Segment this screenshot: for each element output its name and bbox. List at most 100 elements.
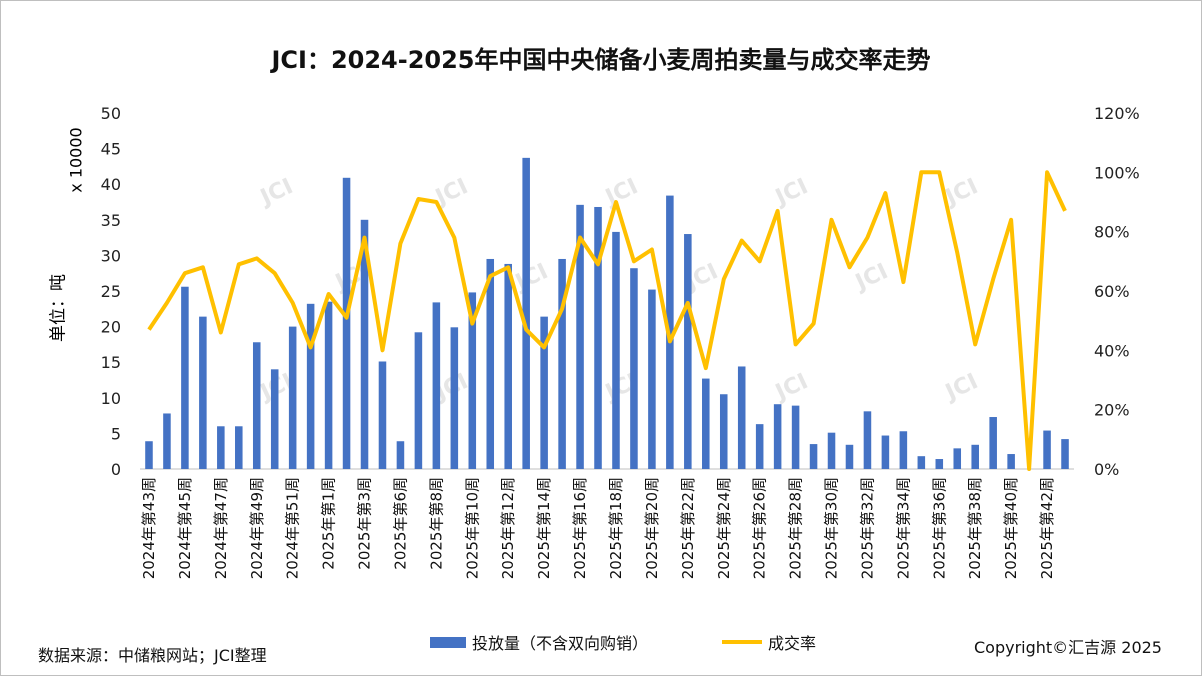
bar [845, 444, 854, 469]
bar [360, 219, 369, 469]
x-tick-label: 2025年第40周 [1002, 477, 1020, 579]
y-left-tick-label: 45 [101, 140, 121, 159]
y-right-tick-label: 100% [1094, 163, 1140, 182]
bar [288, 326, 297, 469]
bar [630, 268, 638, 469]
x-tick-label: 2024年第49周 [248, 477, 266, 579]
bar [773, 404, 782, 469]
bar [899, 431, 908, 469]
bar [1043, 430, 1051, 469]
bar [702, 378, 710, 469]
bar [199, 316, 207, 469]
bar [235, 426, 243, 469]
bar [522, 157, 530, 469]
x-tick-label: 2025年第18周 [607, 477, 625, 579]
y-left-tick-label: 50 [101, 104, 121, 123]
legend-item-bars: 投放量（不含双向购销） [430, 630, 648, 654]
y-right-tick-label: 120% [1094, 104, 1140, 123]
bar [432, 302, 441, 469]
bar [181, 286, 189, 469]
x-tick-label: 2025年第22周 [679, 477, 697, 579]
bar [217, 426, 225, 469]
bar [306, 303, 315, 469]
y-right-tick-label: 20% [1094, 401, 1130, 420]
chart-title: JCI：2024-2025年中国中央储备小麦周拍卖量与成交率走势 [271, 46, 931, 74]
bar [612, 231, 620, 469]
bar [342, 177, 351, 470]
bar [719, 394, 728, 469]
bar [791, 405, 800, 469]
bar [684, 234, 692, 469]
x-tick-label: 2025年第20周 [643, 477, 661, 579]
bar [827, 432, 836, 469]
x-tick-label: 2025年第34周 [894, 477, 912, 579]
x-tick-label: 2025年第6周 [391, 477, 409, 570]
watermark-logo: JCI [770, 174, 812, 211]
y-right-tick-label: 0% [1094, 460, 1119, 479]
y-axis-label: 单位：吨 [48, 274, 69, 342]
bar [450, 327, 459, 469]
bar [648, 289, 656, 469]
y-left-tick-label: 15 [101, 353, 121, 372]
bar [163, 413, 171, 469]
bar [396, 441, 405, 469]
x-tick-label: 2025年第26周 [751, 477, 769, 579]
bar [863, 411, 872, 469]
watermark-logo: JCI [600, 174, 642, 211]
bar [324, 301, 333, 469]
bar [576, 204, 584, 469]
bar [378, 361, 387, 469]
x-tick-label: 2025年第12周 [499, 477, 517, 579]
bar [594, 206, 602, 469]
x-tick-label: 2025年第16周 [571, 477, 589, 579]
watermark-logo: JCI [255, 174, 297, 211]
line-series-deal-rate [147, 170, 1067, 471]
bar [558, 258, 566, 469]
bar [504, 263, 512, 469]
y-left-tick-label: 0 [111, 460, 121, 479]
x-tick-label: 2024年第43周 [140, 477, 158, 579]
source-note: 数据来源：中储粮网站；JCI整理 [38, 646, 267, 665]
x-tick-label: 2025年第28周 [787, 477, 805, 579]
bar [1061, 439, 1069, 469]
bar [1007, 454, 1015, 469]
bar [935, 459, 944, 469]
x-tick-label: 2025年第36周 [930, 477, 948, 579]
x-tick-label: 2025年第10周 [463, 477, 481, 579]
legend-item-line: 成交率 [722, 630, 816, 654]
legend-swatch-line [722, 640, 762, 644]
x-tick-label: 2025年第14周 [535, 477, 553, 579]
bar [414, 332, 423, 469]
bar [145, 441, 153, 469]
x-tick-label: 2024年第51周 [284, 477, 302, 579]
bar [971, 444, 979, 469]
bar [252, 342, 261, 469]
bar [486, 258, 495, 469]
legend-label-bars: 投放量（不含双向购销） [472, 634, 649, 653]
bar [737, 366, 746, 469]
bar [755, 424, 764, 469]
copyright-note: Copyright©汇吉源 2025 [974, 638, 1162, 657]
x-tick-label: 2024年第47周 [212, 477, 230, 579]
y-left-tick-label: 30 [101, 246, 121, 265]
x-tick-label: 2025年第42周 [1038, 477, 1056, 579]
y-left-tick-label: 35 [101, 211, 121, 230]
x-tick-label: 2025年第3周 [356, 477, 374, 570]
watermark-logo: JCI [850, 259, 892, 296]
y-left-tick-label: 10 [101, 389, 121, 408]
y-right-tick-label: 60% [1094, 282, 1130, 301]
x-tick-label: 2025年第30周 [823, 477, 841, 579]
x-tick-label: 2025年第8周 [427, 477, 445, 570]
y-right-tick-label: 80% [1094, 223, 1130, 242]
x-tick-label: 2025年第24周 [715, 477, 733, 579]
y-right-tick-label: 40% [1094, 341, 1130, 360]
bar [917, 456, 926, 469]
bar [540, 316, 548, 469]
bar [468, 292, 477, 469]
legend-swatch-bars [430, 636, 466, 648]
bar [953, 448, 962, 469]
bar [881, 435, 890, 469]
bar [270, 369, 279, 469]
bar [989, 417, 997, 469]
